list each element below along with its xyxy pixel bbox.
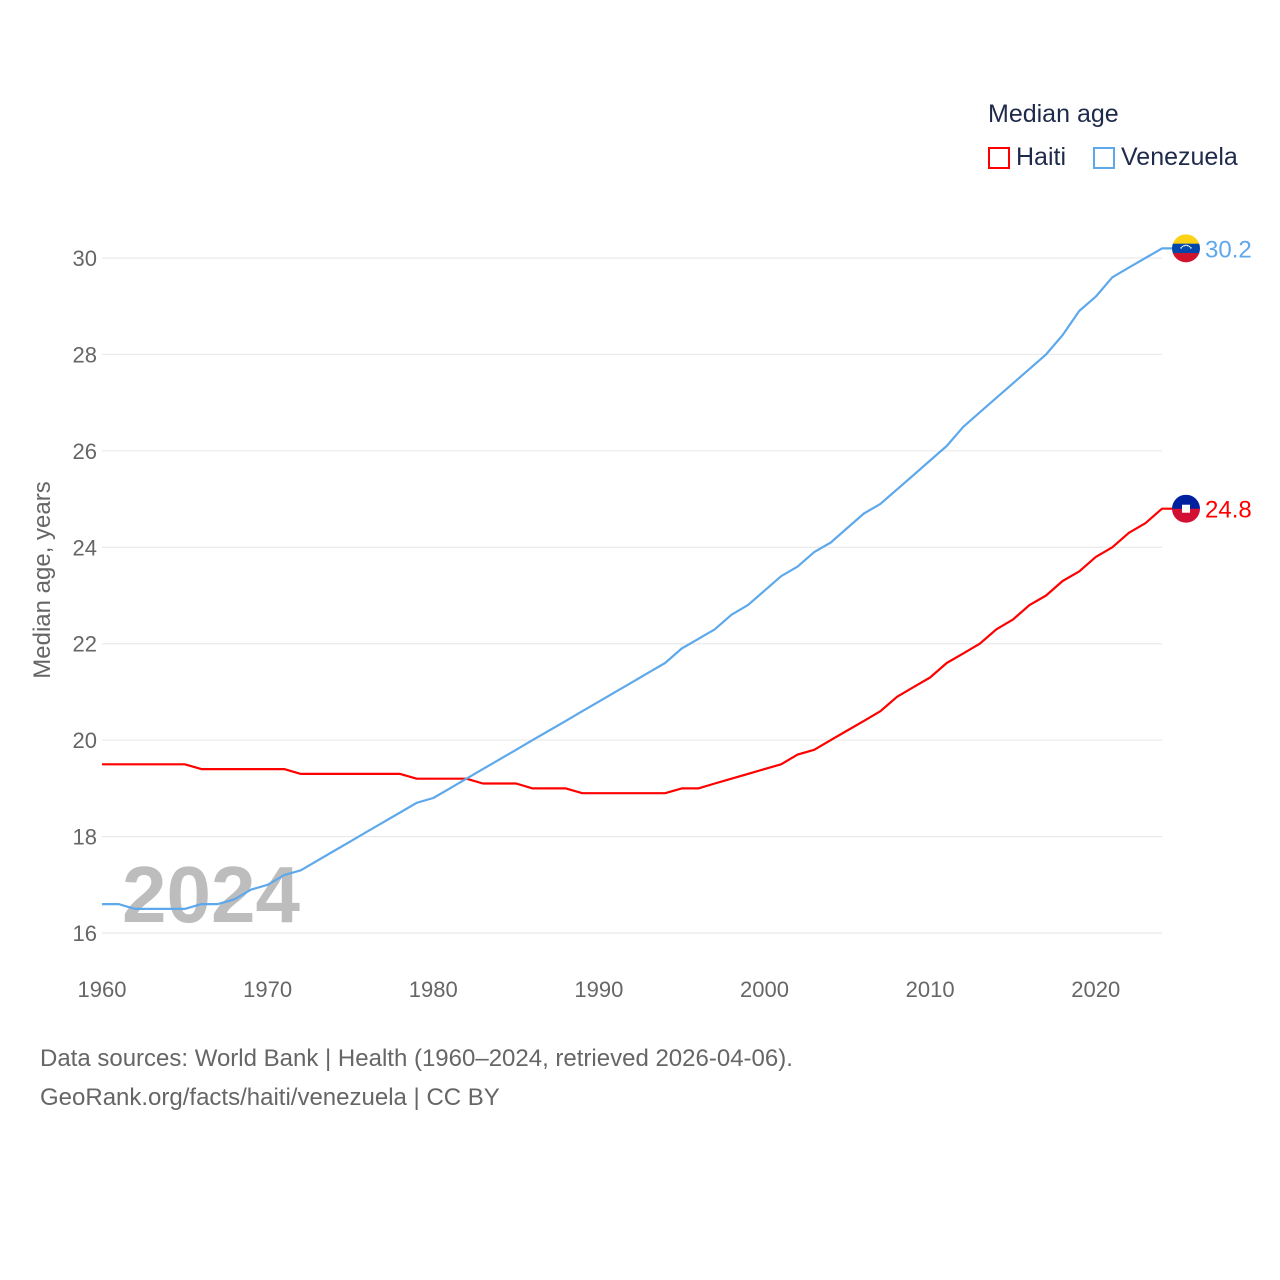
end-value-label-venezuela: 30.2	[1205, 236, 1252, 263]
venezuela-flag-icon	[1172, 234, 1200, 263]
flag-star	[1181, 245, 1184, 248]
legend-item-venezuela[interactable]: Venezuela	[1093, 143, 1238, 172]
flag-stripe	[1172, 508, 1200, 523]
legend-swatch-haiti	[988, 146, 1010, 169]
flag-stripe	[1172, 494, 1200, 510]
legend-label: Venezuela	[1121, 143, 1238, 171]
flag-star	[1180, 247, 1182, 249]
x-tick-label: 2000	[740, 977, 789, 1002]
x-axis: 1960 1970 1980 1990 2000 2010 2020	[78, 977, 1121, 1002]
watermark-year: 2024	[122, 850, 300, 939]
x-tick-label: 1980	[409, 977, 458, 1002]
flag-star	[1190, 247, 1192, 249]
y-tick-label: 16	[73, 921, 97, 946]
flag-stripe	[1172, 243, 1200, 254]
flag-stripe	[1172, 234, 1200, 245]
y-tick-label: 20	[73, 728, 97, 753]
legend-label: Haiti	[1016, 143, 1067, 171]
flag-emblem	[1182, 504, 1190, 513]
legend-item-haiti[interactable]: Haiti	[988, 143, 1066, 172]
x-tick-label: 1970	[243, 977, 292, 1002]
legend-title: Median age	[988, 100, 1119, 128]
grid	[102, 257, 1162, 934]
end-value-label-haiti: 24.8	[1205, 497, 1252, 524]
flag-stripe	[1172, 253, 1200, 263]
x-tick-label: 2010	[906, 977, 955, 1002]
haiti-flag-icon	[1172, 494, 1200, 523]
flag-star	[1187, 244, 1189, 247]
flag-star	[1188, 245, 1191, 248]
y-tick-label: 28	[73, 342, 97, 367]
series-line-venezuela	[102, 247, 1174, 910]
credit-link[interactable]: GeoRank.org/facts/haiti/venezuela | CC B…	[40, 1084, 500, 1111]
x-tick-label: 1990	[574, 977, 623, 1002]
series-lines: 24.8 30.2	[102, 236, 1252, 910]
series-line-haiti	[102, 507, 1174, 795]
y-axis-label: Median age, years	[29, 481, 56, 678]
data-source: Data sources: World Bank | Health (1960–…	[40, 1045, 793, 1072]
y-axis: 16 18 20 22 24 26 28 30	[73, 246, 97, 946]
y-tick-label: 30	[73, 246, 97, 271]
y-tick-label: 18	[73, 825, 97, 850]
flag-star	[1183, 244, 1185, 247]
x-tick-label: 1960	[78, 977, 127, 1002]
legend-swatch-venezuela	[1093, 146, 1115, 169]
y-tick-label: 26	[73, 439, 97, 464]
flag-star	[1185, 244, 1187, 247]
x-tick-label: 2020	[1071, 977, 1120, 1002]
y-tick-label: 24	[73, 535, 97, 560]
y-tick-label: 22	[73, 632, 97, 657]
